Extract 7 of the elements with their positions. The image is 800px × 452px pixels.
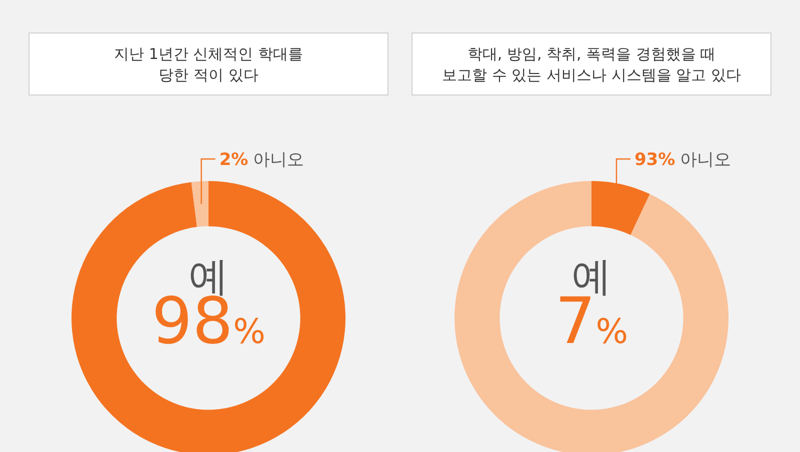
chart-title: 학대, 방임, 착취, 폭력을 경험했을 때 보고할 수 있는 서비스나 시스템을 알고 있다: [442, 45, 741, 84]
data-label: 2%: [219, 150, 248, 170]
slice-label: 아니오: [253, 150, 304, 170]
donut-slice: [191, 181, 208, 227]
chart-title: 지난 1년간 신체적인 학대를 당한 적이 있다: [114, 45, 303, 84]
data-label: 93%: [634, 150, 676, 170]
slice-label: 아니오: [680, 150, 732, 170]
